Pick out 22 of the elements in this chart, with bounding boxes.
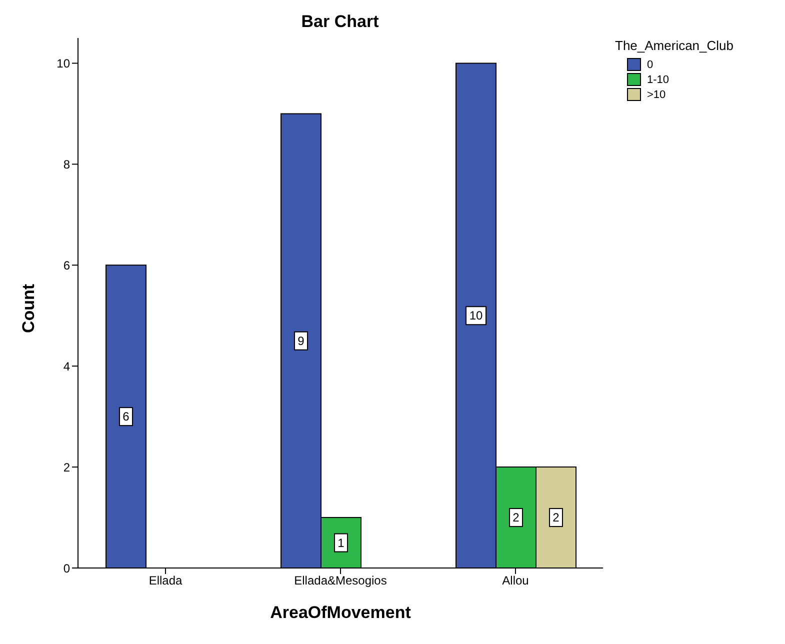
x-tick-label: Allou bbox=[502, 574, 529, 588]
legend-label: 0 bbox=[646, 58, 654, 72]
data-label: 2 bbox=[552, 510, 560, 525]
x-tick-label: Ellada&Mesogios bbox=[294, 574, 387, 588]
data-label: 9 bbox=[298, 334, 305, 348]
y-axis-title: Count bbox=[19, 284, 38, 333]
y-tick-label: 4 bbox=[63, 359, 70, 374]
chart-title: Bar Chart bbox=[300, 12, 380, 32]
y-tick-label: 2 bbox=[63, 460, 70, 474]
y-tick-label: 10 bbox=[56, 56, 70, 70]
y-tick-label: 6 bbox=[63, 258, 70, 272]
data-label: 2 bbox=[512, 510, 520, 525]
y-tick-label: 0 bbox=[63, 561, 70, 576]
data-label: 10 bbox=[469, 308, 483, 323]
legend-label: 1-10 bbox=[646, 72, 670, 87]
x-axis-title: AreaOfMovement bbox=[270, 603, 412, 622]
legend-label: >10 bbox=[646, 88, 667, 102]
data-label: 6 bbox=[122, 410, 130, 424]
y-tick-label: 8 bbox=[63, 157, 70, 172]
data-label: 1 bbox=[338, 536, 345, 550]
legend-title: The_American_Club bbox=[615, 38, 735, 53]
x-tick-label: Ellada bbox=[148, 574, 183, 588]
